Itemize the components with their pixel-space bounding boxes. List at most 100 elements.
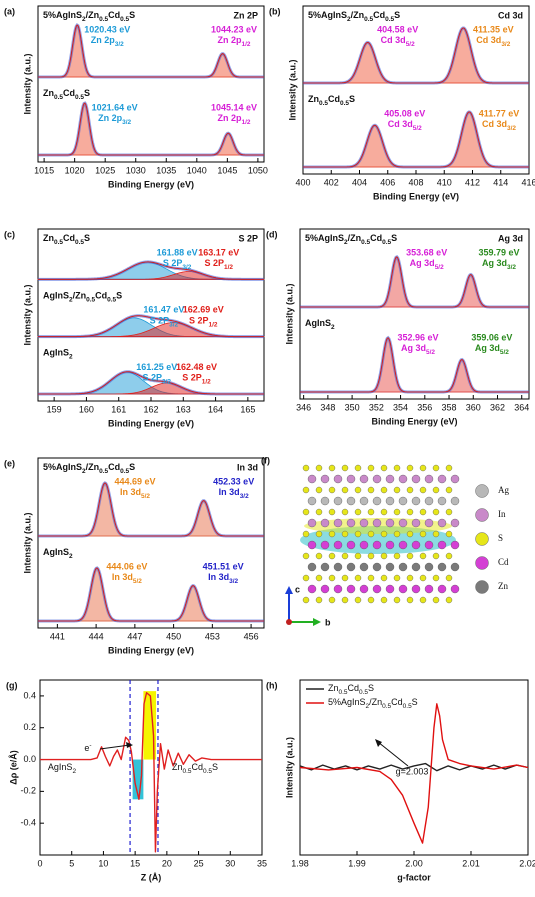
x-axis-title: Binding Energy (eV) (108, 418, 194, 428)
atom (341, 508, 349, 516)
x-tick-label: 406 (380, 177, 395, 187)
atom (380, 464, 388, 472)
peak-name-part: 5/2 (133, 578, 142, 585)
sample-name-part: Cd (63, 233, 75, 243)
peak-name-part: Ag 3d (410, 258, 435, 268)
fit-envelope (38, 102, 264, 156)
peak-name: Zn 2p1/2 (218, 113, 251, 126)
atom (385, 584, 395, 594)
x-tick-label: 416 (521, 177, 535, 187)
atom (445, 464, 453, 472)
peak-position-label: 162.69 eV (183, 305, 224, 315)
x-tick-label: 352 (369, 402, 384, 412)
sample-name-part: Cd (108, 10, 120, 20)
sample-name: 5%AgInS2/Zn0.5Cd0.5S (308, 10, 400, 23)
y-axis-title: Intensity (a.u.) (284, 737, 294, 798)
peak-position-label: 404.58 eV (377, 24, 418, 34)
atom (333, 562, 343, 572)
atom (315, 596, 323, 604)
sample-name-part: 0.5 (86, 297, 95, 304)
y-axis-title: Intensity (a.u.) (22, 284, 32, 345)
atom (406, 574, 414, 582)
sample-name-part: 2 (69, 354, 73, 361)
x-tick-label: 20 (162, 858, 172, 868)
sample-name: 5%AgInS2/Zn0.5Cd0.5S (43, 10, 135, 23)
x-tick-label: 35 (257, 858, 267, 868)
atom (437, 496, 447, 506)
atom (432, 574, 440, 582)
atom (333, 474, 343, 484)
atom (411, 518, 421, 528)
atom (393, 464, 401, 472)
peak-name-part: 3/2 (507, 125, 516, 132)
x-tick-label: 162 (143, 404, 158, 414)
peak-name: S 2P3/2 (163, 258, 192, 271)
sample-name-part: 0.5 (385, 16, 394, 23)
peak-name-part: Zn 2p (218, 113, 243, 123)
legend-swatch (475, 484, 489, 498)
x-tick-label: 354 (393, 402, 408, 412)
panel-label: (g) (6, 680, 18, 690)
panel-label: (c) (4, 229, 15, 239)
peak-name-part: Ag 3d (401, 343, 426, 353)
sample-name-part: S (349, 94, 355, 104)
atom (341, 596, 349, 604)
peak-name: S 2P3/2 (143, 373, 172, 386)
legend-label-part: 0.5 (339, 689, 348, 696)
peak-name-part: 5/2 (435, 264, 444, 271)
atom (320, 540, 330, 550)
atom (450, 540, 460, 550)
atom (445, 486, 453, 494)
sample-name-part: 2 (344, 239, 348, 246)
x-tick-label: 30 (225, 858, 235, 868)
x-tick-label: 10 (98, 858, 108, 868)
atom (333, 518, 343, 528)
atom (315, 464, 323, 472)
sample-name-part: AgInS (305, 318, 331, 328)
peak-name-part: 1/2 (242, 119, 251, 126)
x-tick-label: 25 (194, 858, 204, 868)
x-axis-title: g-factor (397, 872, 431, 882)
y-axis-title: Intensity (a.u.) (22, 512, 32, 573)
x-tick-label: 456 (244, 631, 259, 641)
fit-envelope (300, 256, 529, 308)
sample-name-part: Zn (43, 233, 54, 243)
atom (411, 562, 421, 572)
peak-name: Ag 3d5/2 (410, 258, 444, 271)
atom (359, 562, 369, 572)
peak-name: S 2P1/2 (182, 373, 211, 386)
atom (424, 584, 434, 594)
sample-name-part: 2 (69, 553, 73, 560)
peak-name-part: Cd 3d (388, 119, 413, 129)
atom (302, 574, 310, 582)
atom (354, 486, 362, 494)
x-tick-label: 402 (324, 177, 339, 187)
sample-name-part: 0.5 (120, 16, 129, 23)
x-tick-label: 412 (465, 177, 480, 187)
sample-name-part: Zn (308, 94, 319, 104)
atom (354, 508, 362, 516)
sample-name-part: 0.5 (54, 94, 63, 101)
y-axis-title: Δρ (e/Å) (8, 750, 18, 785)
peak-name-part: Zn 2p (218, 35, 243, 45)
axis-label: b (325, 617, 331, 627)
peak-name-part: 3/2 (169, 322, 178, 329)
peak-name-part: 3/2 (501, 41, 510, 48)
peak-name-part: 1/2 (224, 264, 233, 271)
atom (424, 518, 434, 528)
peak-name: Cd 3d5/2 (381, 35, 415, 48)
sample-name: 5%AgInS2/Zn0.5Cd0.5S (305, 233, 397, 246)
arrow (377, 741, 409, 767)
axis-label: c (295, 584, 300, 594)
sample-name-part: /Zn (348, 233, 362, 243)
peak-name-part: 3/2 (182, 264, 191, 271)
atom (320, 518, 330, 528)
x-tick-label: 1045 (217, 165, 237, 175)
peak-name-part: In 3d (208, 572, 229, 582)
peak-name: Cd 3d3/2 (476, 35, 510, 48)
sample-name-part: S (84, 88, 90, 98)
sample-name-part: 5%AgInS (305, 233, 344, 243)
sample-name-part: Cd (328, 94, 340, 104)
legend-label: Ag (498, 485, 509, 495)
atom (385, 562, 395, 572)
